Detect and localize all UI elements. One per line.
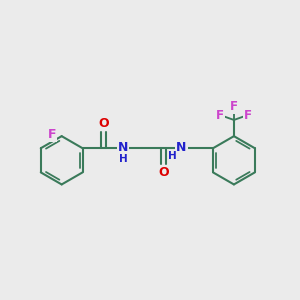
Text: N: N (176, 141, 187, 154)
Text: F: F (244, 109, 252, 122)
Text: H: H (168, 152, 176, 161)
Text: N: N (118, 141, 128, 154)
Text: O: O (158, 166, 169, 179)
Text: O: O (98, 117, 109, 130)
Text: F: F (230, 100, 238, 112)
Text: F: F (216, 109, 224, 122)
Text: H: H (119, 154, 128, 164)
Text: F: F (48, 128, 56, 141)
